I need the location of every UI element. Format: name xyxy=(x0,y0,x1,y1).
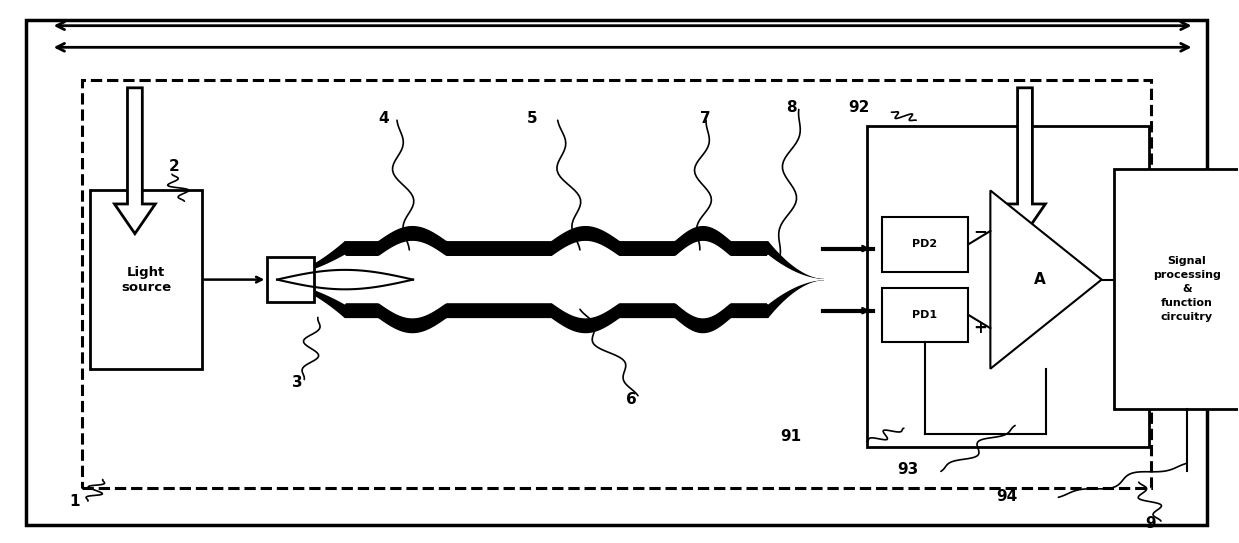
Text: 4: 4 xyxy=(378,111,389,125)
Text: 94: 94 xyxy=(996,489,1017,504)
Bar xyxy=(268,257,315,302)
Text: 2: 2 xyxy=(169,159,178,174)
Bar xyxy=(82,80,1151,488)
Text: PD2: PD2 xyxy=(912,239,938,249)
Text: −: − xyxy=(973,222,986,240)
Polygon shape xyxy=(268,255,344,304)
Polygon shape xyxy=(768,255,824,304)
FancyArrow shape xyxy=(114,88,155,233)
Text: 1: 1 xyxy=(69,494,79,509)
Text: 91: 91 xyxy=(781,430,802,444)
Polygon shape xyxy=(990,191,1101,369)
Text: PD1: PD1 xyxy=(912,310,938,320)
Polygon shape xyxy=(768,280,824,318)
Bar xyxy=(1114,169,1239,409)
FancyArrow shape xyxy=(1005,88,1046,233)
Text: Signal
processing
&
function
circuitry: Signal processing & function circuitry xyxy=(1154,256,1220,322)
Text: 7: 7 xyxy=(700,111,710,125)
Text: 9: 9 xyxy=(1145,516,1156,531)
Polygon shape xyxy=(268,242,344,280)
Text: +: + xyxy=(973,319,986,337)
Polygon shape xyxy=(344,226,768,255)
Text: 6: 6 xyxy=(626,392,637,407)
Bar xyxy=(882,218,968,272)
Bar xyxy=(90,191,202,369)
Text: A: A xyxy=(1033,272,1046,287)
Polygon shape xyxy=(344,304,768,332)
Bar xyxy=(882,288,968,342)
Bar xyxy=(867,125,1149,447)
Text: 8: 8 xyxy=(787,100,797,115)
Polygon shape xyxy=(268,280,344,318)
Text: 3: 3 xyxy=(292,375,302,390)
Text: 92: 92 xyxy=(849,100,870,115)
Polygon shape xyxy=(768,242,824,280)
Text: 93: 93 xyxy=(897,462,919,477)
Text: Light
source: Light source xyxy=(121,266,171,294)
Text: 5: 5 xyxy=(527,111,538,125)
